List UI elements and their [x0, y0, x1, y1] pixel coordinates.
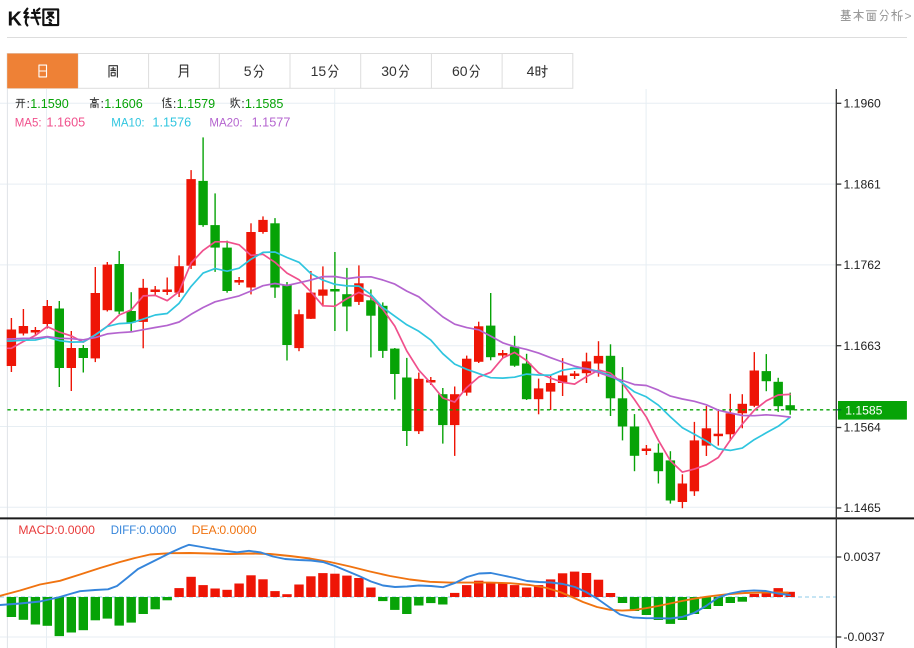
svg-text:1.1762: 1.1762 [844, 258, 881, 272]
svg-text:>: > [905, 9, 912, 23]
svg-text:-0.0037: -0.0037 [844, 630, 886, 644]
svg-text:DEA:: DEA: [192, 523, 220, 537]
svg-text:1.1576: 1.1576 [152, 116, 191, 130]
svg-text:1.1585: 1.1585 [845, 403, 882, 417]
svg-text::: : [101, 97, 105, 111]
svg-text:MACD:: MACD: [18, 523, 57, 537]
svg-text:0.0037: 0.0037 [844, 550, 881, 564]
svg-text:1.1663: 1.1663 [844, 339, 881, 353]
svg-text:1.1606: 1.1606 [104, 97, 143, 111]
svg-text:0.0000: 0.0000 [219, 523, 256, 537]
svg-text::: : [173, 97, 177, 111]
svg-text:1.1585: 1.1585 [245, 97, 284, 111]
svg-text:30: 30 [381, 63, 397, 79]
svg-text:1.1861: 1.1861 [844, 177, 881, 191]
svg-text:MA5:: MA5: [15, 118, 42, 130]
svg-text:DIFF:: DIFF: [111, 525, 140, 537]
svg-text:5: 5 [244, 63, 252, 79]
svg-text:4: 4 [527, 63, 535, 79]
svg-text:1.1465: 1.1465 [844, 501, 881, 515]
svg-text:15: 15 [311, 63, 327, 79]
svg-text:0.0000: 0.0000 [58, 523, 95, 537]
svg-text:1.1960: 1.1960 [844, 97, 881, 111]
svg-text:MA20:: MA20: [209, 118, 242, 130]
svg-text:K: K [8, 9, 23, 31]
svg-text:0.0000: 0.0000 [139, 523, 176, 537]
svg-text:MA10:: MA10: [111, 118, 144, 130]
svg-text::: : [27, 97, 31, 111]
svg-text:1.1564: 1.1564 [844, 421, 881, 435]
svg-text:1.1590: 1.1590 [30, 97, 69, 111]
svg-text:60: 60 [452, 63, 468, 79]
svg-text:1.1605: 1.1605 [46, 116, 85, 130]
svg-text::: : [241, 97, 245, 111]
svg-text:1.1579: 1.1579 [177, 97, 216, 111]
svg-text:1.1577: 1.1577 [252, 116, 291, 130]
